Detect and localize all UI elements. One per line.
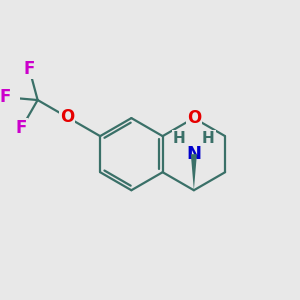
Text: O: O (60, 108, 74, 126)
Text: O: O (187, 109, 201, 127)
Text: H: H (173, 131, 186, 146)
Text: H: H (202, 131, 215, 146)
Text: F: F (24, 60, 35, 78)
Text: N: N (186, 145, 201, 163)
Polygon shape (191, 154, 197, 190)
Text: F: F (0, 88, 11, 106)
Text: F: F (16, 119, 27, 137)
